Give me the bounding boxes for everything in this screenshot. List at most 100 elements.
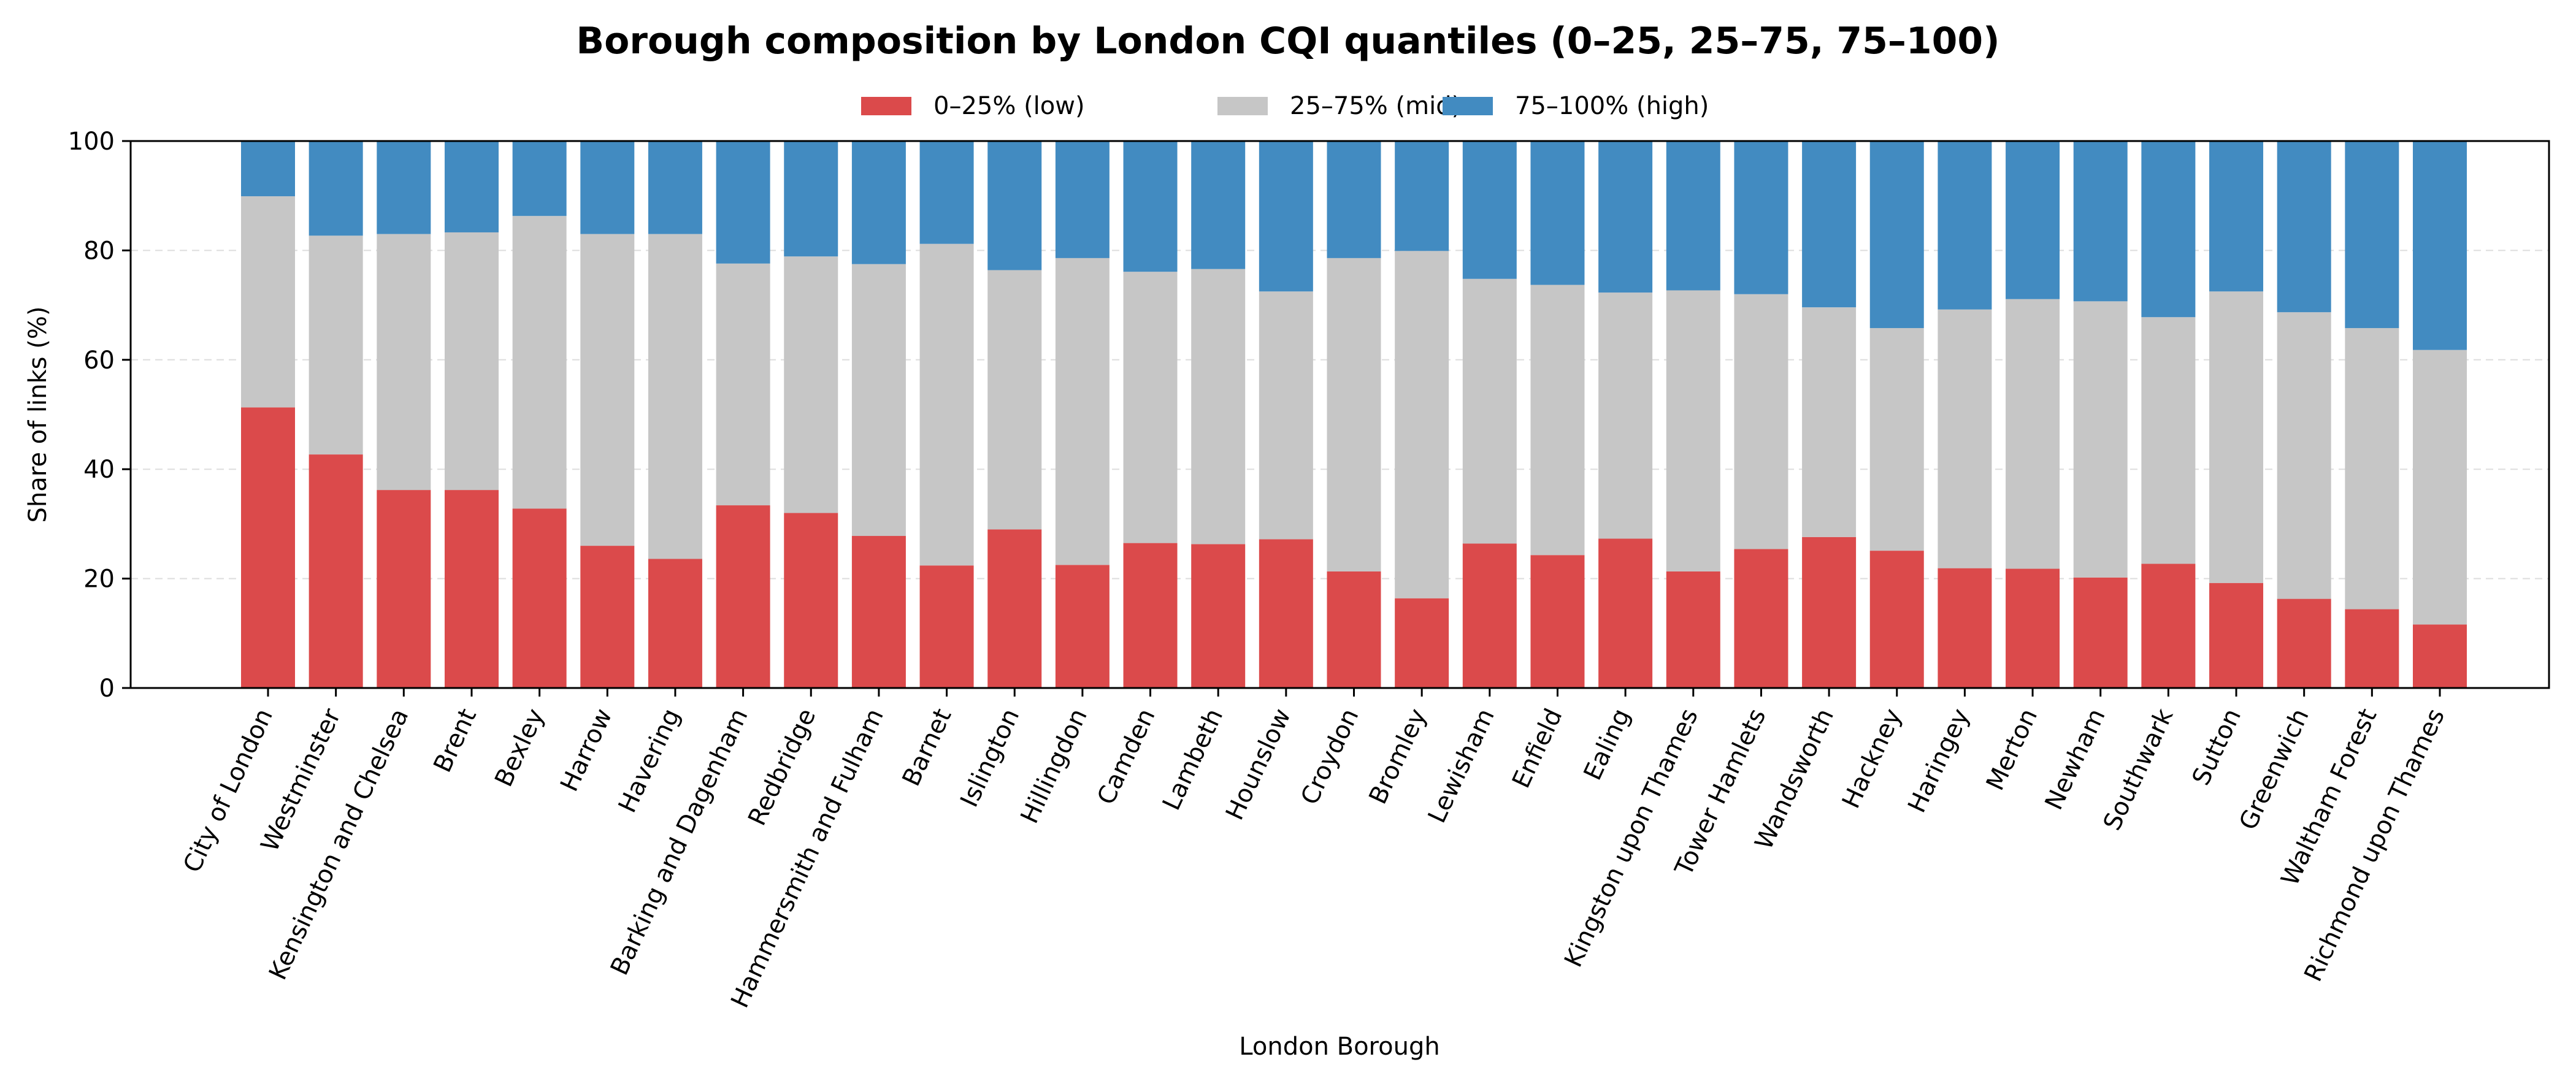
bar-segment-mid <box>1598 292 1653 539</box>
bar-segment-high <box>241 141 295 197</box>
y-tick-label: 20 <box>83 565 115 594</box>
x-tick-label: Camden <box>1092 705 1160 809</box>
bar-segment-low <box>377 490 431 688</box>
bar-segment-low <box>1802 537 1857 688</box>
legend-label: 0–25% (low) <box>933 92 1085 120</box>
x-tick-label: Hammersmith and Fulham <box>726 705 889 1012</box>
bar-segment-high <box>919 141 974 244</box>
bar-segment-high <box>1938 141 1992 310</box>
bar-segment-mid <box>241 196 295 408</box>
legend-swatch <box>861 97 911 115</box>
x-tick-label: Hounslow <box>1221 705 1297 825</box>
plot-frame <box>129 140 2550 689</box>
bar-segment-mid <box>580 234 635 546</box>
bar-segment-low <box>309 454 363 688</box>
chart-title: Borough composition by London CQI quanti… <box>576 20 1999 63</box>
bar-segment-mid <box>444 232 499 491</box>
x-tick-label: Haringey <box>1903 705 1975 817</box>
bar-segment-mid <box>1802 307 1857 537</box>
bar-segment-mid <box>1869 328 1924 551</box>
bar-segment-mid <box>2006 299 2060 569</box>
bar-segment-high <box>2345 141 2399 329</box>
bar-segment-low <box>2073 577 2128 688</box>
legend-swatch <box>1217 97 1268 115</box>
bar-segment-high <box>2209 141 2264 292</box>
bar-segment-high <box>1869 141 1924 329</box>
x-tick-label: Lewisham <box>1423 705 1500 827</box>
bar-segment-mid <box>1462 278 1517 544</box>
x-tick-label: Enfield <box>1507 705 1568 793</box>
bar-segment-mid <box>1055 258 1110 565</box>
legend-swatch <box>1443 97 1493 115</box>
bar-segment-high <box>512 141 567 216</box>
bar-segment-mid <box>2209 291 2264 583</box>
bar-segment-high <box>1734 141 1788 294</box>
y-tick-label: 40 <box>83 456 115 484</box>
bar-segment-mid <box>784 256 838 513</box>
y-tick-label: 80 <box>83 237 115 265</box>
bar-segment-low <box>2209 583 2264 688</box>
x-tick-label: Barking and Dagenham <box>605 705 754 980</box>
x-tick-label: Brent <box>428 705 482 777</box>
bar-segment-high <box>1598 141 1653 293</box>
bar-segment-high <box>987 141 1042 270</box>
bar-segment-low <box>1530 555 1585 688</box>
bar-segment-low <box>1123 543 1178 688</box>
x-tick-label: Bromley <box>1363 705 1432 809</box>
bar-segment-low <box>1869 551 1924 688</box>
x-tick-label: Barnet <box>897 705 957 790</box>
bar-segment-mid <box>1530 285 1585 556</box>
bar-segment-low <box>2006 568 2060 688</box>
x-tick-label: Havering <box>613 705 686 817</box>
bar-segment-low <box>1462 543 1517 688</box>
bar-segment-low <box>1055 565 1110 688</box>
bar-segment-high <box>1327 141 1381 258</box>
bar-segment-mid <box>987 270 1042 530</box>
bar-segment-low <box>1734 549 1788 688</box>
bar-segment-low <box>444 490 499 688</box>
bar-segment-high <box>648 141 702 234</box>
bar-segment-high <box>309 141 363 236</box>
x-tick-label: Lambeth <box>1157 705 1229 815</box>
x-tick-label: Merton <box>1981 705 2043 795</box>
bar-segment-high <box>1802 141 1857 308</box>
x-tick-label: Hillingdon <box>1016 705 1093 828</box>
bar-segment-high <box>2006 141 2060 299</box>
bar-segment-high <box>2073 141 2128 302</box>
bar-segment-high <box>1259 141 1313 292</box>
bar-segment-low <box>1191 544 1246 688</box>
x-tick-label: City of London <box>178 705 278 877</box>
bar-segment-mid <box>1191 269 1246 544</box>
legend: 0–25% (low) 25–75% (mid) 75–100% (high) <box>861 92 1709 120</box>
bar-segment-low <box>784 513 838 688</box>
bar-segment-low <box>1395 598 1449 688</box>
bar-segment-mid <box>648 234 702 559</box>
bar-segment-low <box>2345 609 2399 688</box>
bar-segment-low <box>648 559 702 688</box>
bar-segment-mid <box>377 234 431 491</box>
bar-segment-mid <box>1123 272 1178 543</box>
x-tick-label: Sutton <box>2187 705 2247 790</box>
bar-segment-high <box>580 141 635 234</box>
bar-segment-mid <box>716 263 770 506</box>
bar-segment-mid <box>2073 301 2128 578</box>
x-tick-label: Harrow <box>555 705 618 796</box>
x-tick-label: Greenwich <box>2234 705 2314 835</box>
x-tick-label: Bexley <box>489 705 550 791</box>
bar-segment-mid <box>1938 309 1992 568</box>
x-tick-label: Kingston upon Thames <box>1559 705 1704 972</box>
y-axis-label: Share of links (%) <box>24 307 52 523</box>
bar-segment-high <box>1462 141 1517 279</box>
bar-segment-mid <box>2413 350 2467 625</box>
y-tick-label: 0 <box>99 674 115 703</box>
bar-segment-low <box>241 407 295 688</box>
x-tick-label: Croydon <box>1295 705 1364 809</box>
bar-segment-mid <box>2277 312 2331 599</box>
bar-segment-high <box>377 141 431 234</box>
bar-segment-high <box>784 141 838 257</box>
x-tick-label: Southwark <box>2098 704 2179 835</box>
bar-segment-mid <box>1666 290 1720 572</box>
bar-segment-low <box>716 505 770 688</box>
bars <box>241 141 2467 688</box>
bar-segment-mid <box>851 264 906 537</box>
